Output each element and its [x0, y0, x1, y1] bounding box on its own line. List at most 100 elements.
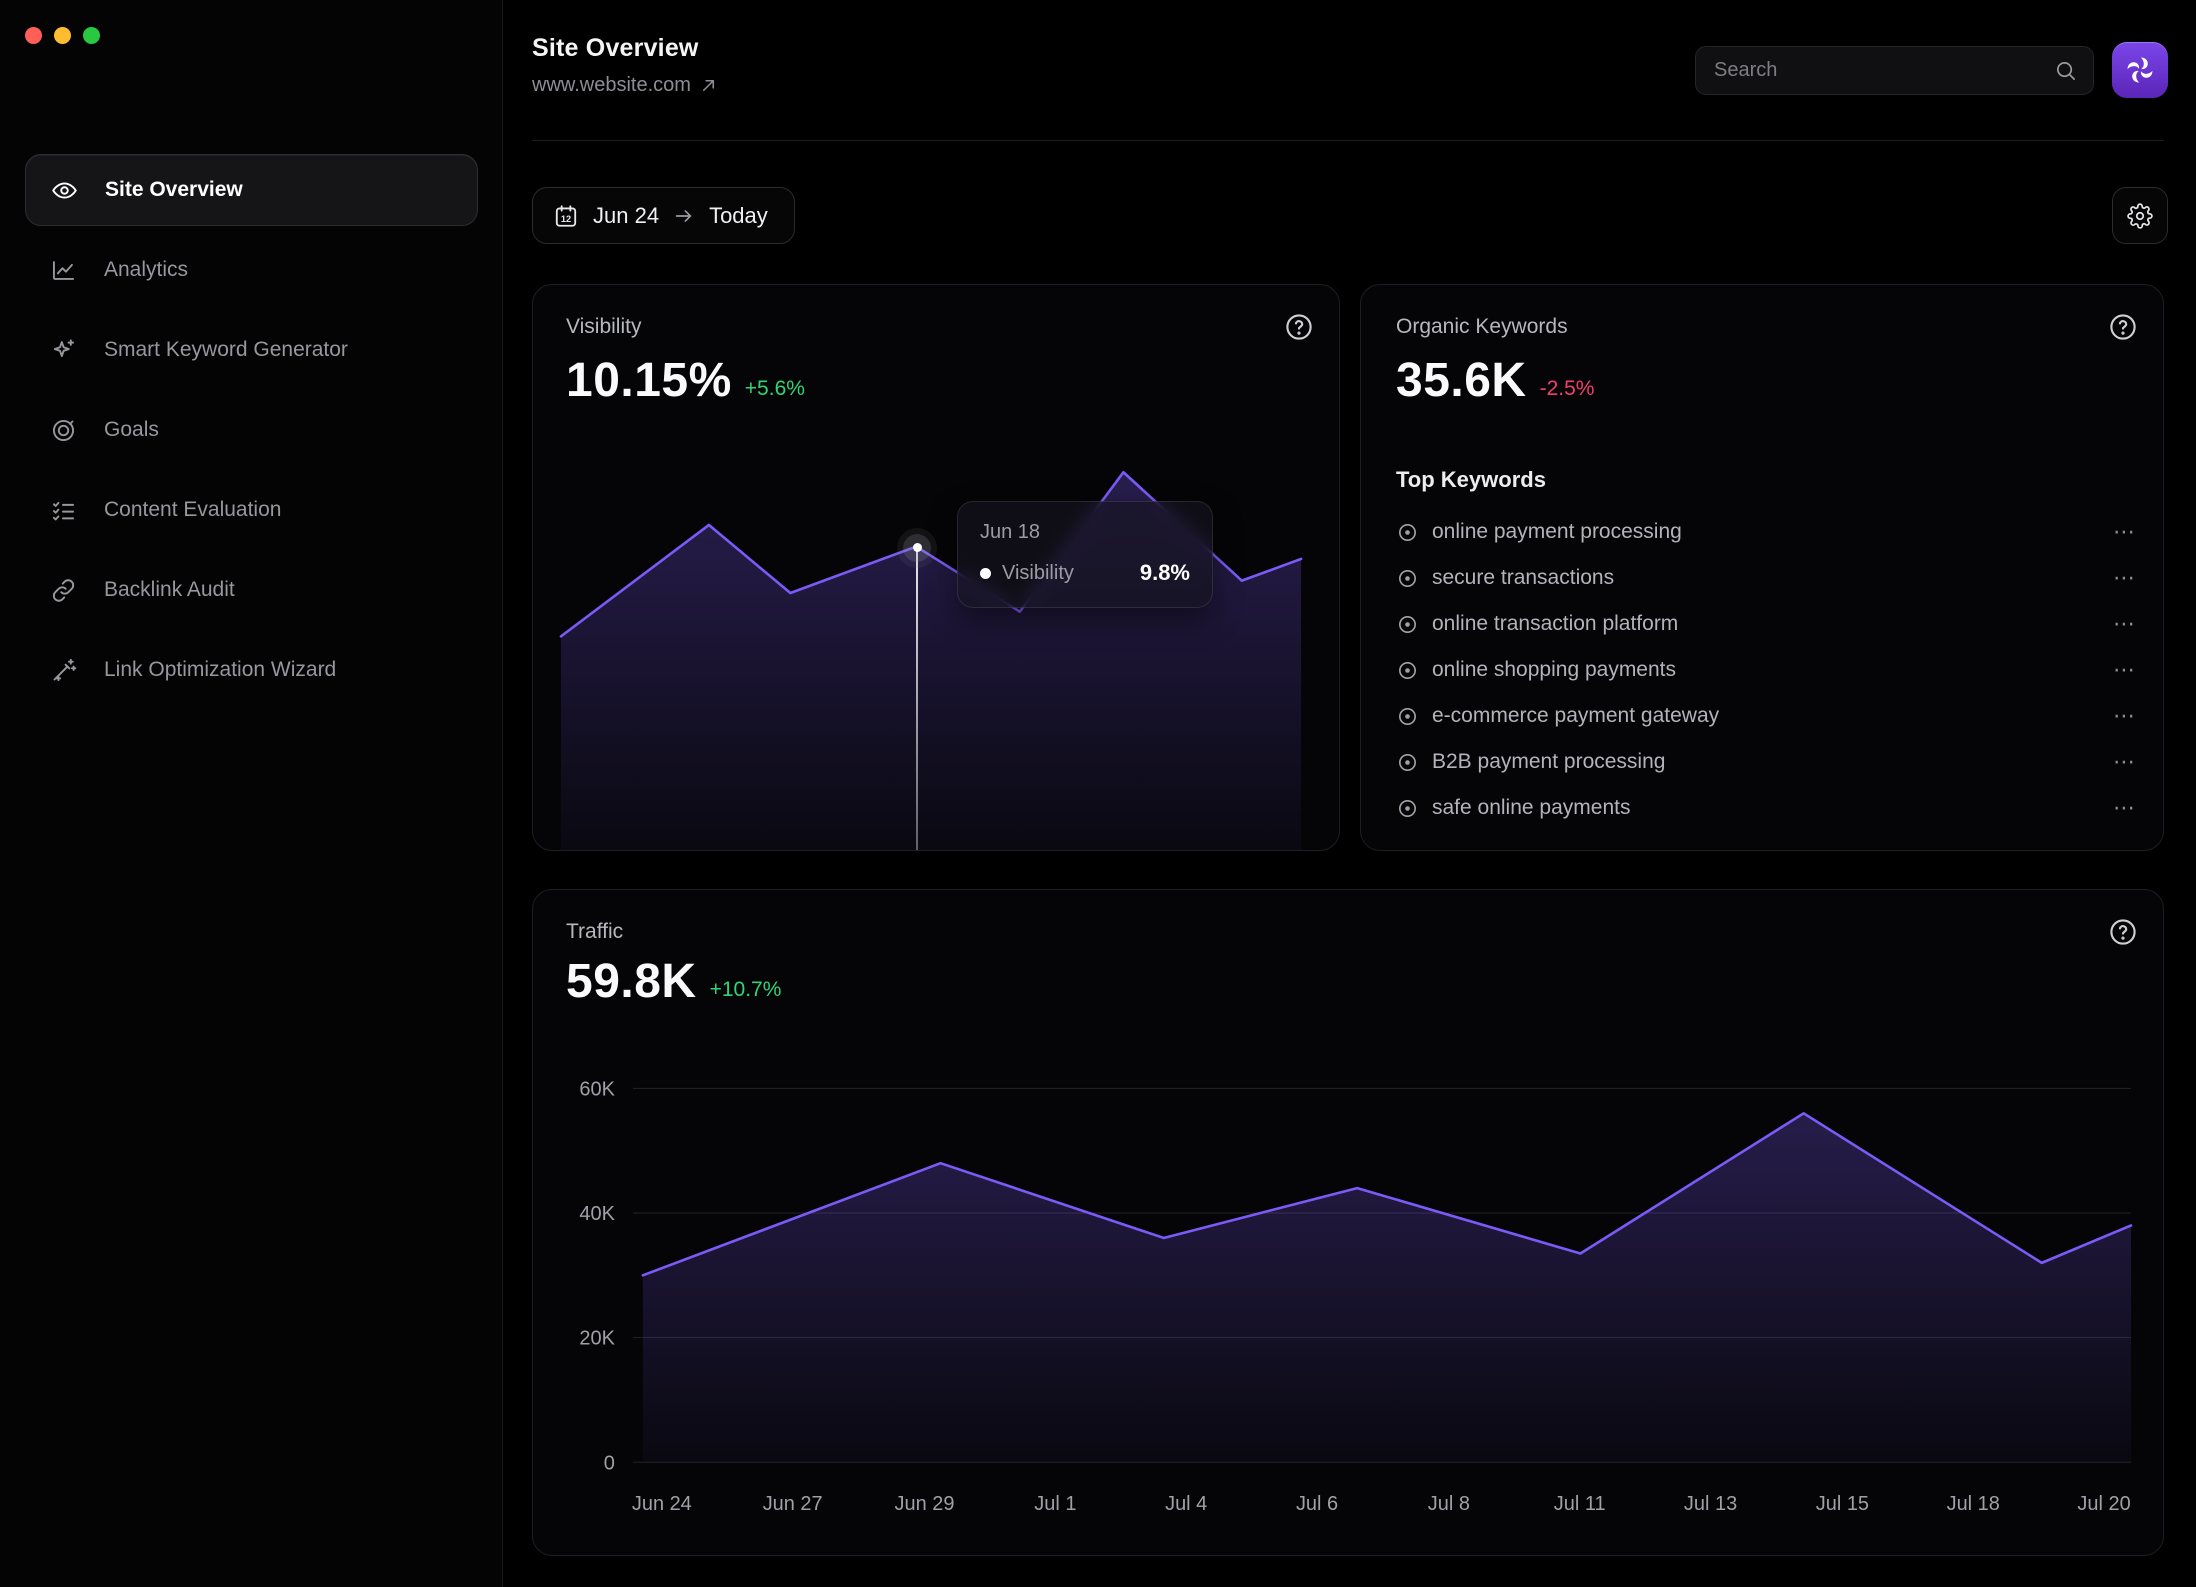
- sidebar-item-site-overview[interactable]: Site Overview: [25, 154, 478, 226]
- hover-crosshair-line: [916, 547, 918, 850]
- sidebar-item-label: Content Evaluation: [104, 498, 282, 521]
- hover-point-marker: [903, 533, 932, 562]
- traffic-area-fill: [642, 1113, 2132, 1463]
- x-tick-label: Jun 27: [763, 1493, 823, 1515]
- sidebar-item-link-optimization-wizard[interactable]: Link Optimization Wizard: [25, 634, 478, 706]
- sidebar-item-analytics[interactable]: Analytics: [25, 234, 478, 306]
- zoom-window-button[interactable]: [83, 27, 100, 44]
- window-controls: [25, 27, 100, 44]
- tooltip-series-name: Visibility: [1002, 561, 1074, 584]
- visibility-kpi-delta: +5.6%: [744, 377, 805, 400]
- calendar-icon: 12: [555, 204, 577, 227]
- x-tick-label: Jul 6: [1296, 1493, 1338, 1515]
- more-options-icon[interactable]: ⋯: [2113, 703, 2137, 728]
- sidebar-item-content-evaluation[interactable]: Content Evaluation: [25, 474, 478, 546]
- minimize-window-button[interactable]: [54, 27, 71, 44]
- sidebar-item-label: Backlink Audit: [104, 578, 235, 601]
- settings-button[interactable]: [2112, 187, 2168, 244]
- keyword-target-icon: [1399, 799, 1416, 817]
- sidebar-item-label: Smart Keyword Generator: [104, 338, 348, 361]
- y-tick-label: 0: [604, 1452, 615, 1474]
- visibility-card-title: Visibility: [566, 315, 642, 338]
- more-options-icon[interactable]: ⋯: [2113, 519, 2137, 544]
- traffic-line: [641, 1112, 2133, 1277]
- visibility-card: Visibility 10.15% +5.6% Jun 18 Visibilit…: [532, 284, 1340, 851]
- keyword-row[interactable]: safe online payments ⋯: [1396, 785, 2137, 831]
- keyword-target-icon: [1399, 615, 1416, 633]
- sidebar-item-label: Link Optimization Wizard: [104, 658, 337, 681]
- more-options-icon[interactable]: ⋯: [2113, 749, 2137, 774]
- help-icon[interactable]: [1283, 311, 1315, 343]
- x-tick-label: Jul 8: [1428, 1493, 1470, 1515]
- visibility-kpi-row: 10.15% +5.6%: [566, 353, 805, 408]
- target-icon: [52, 419, 75, 441]
- date-range-picker[interactable]: 12 Jun 24 Today: [532, 187, 795, 244]
- x-tick-label: Jul 4: [1165, 1493, 1207, 1515]
- more-options-icon[interactable]: ⋯: [2113, 611, 2137, 636]
- pinwheel-logo-icon: [2127, 57, 2153, 83]
- keyword-row[interactable]: online transaction platform ⋯: [1396, 601, 2137, 647]
- keyword-row[interactable]: online shopping payments ⋯: [1396, 647, 2137, 693]
- y-tick-label: 20K: [579, 1328, 615, 1350]
- x-tick-label: Jul 1: [1034, 1493, 1076, 1515]
- tooltip-date: Jun 18: [980, 521, 1041, 543]
- keyword-row[interactable]: secure transactions ⋯: [1396, 555, 2137, 601]
- page-header: Site Overview www.website.com: [532, 34, 718, 97]
- external-link-icon: [702, 79, 714, 92]
- line-chart-icon: [52, 260, 75, 280]
- keyword-row[interactable]: B2B payment processing ⋯: [1396, 739, 2137, 785]
- arrow-right-icon: [675, 209, 692, 222]
- checklist-icon: [52, 501, 75, 520]
- sidebar-item-label: Goals: [104, 418, 159, 441]
- page-title: Site Overview: [532, 34, 699, 62]
- tooltip-series-row: Visibility 9.8%: [980, 560, 1190, 586]
- sidebar-item-smart-keyword-generator[interactable]: Smart Keyword Generator: [25, 314, 478, 386]
- keyword-target-icon: [1399, 753, 1416, 771]
- x-tick-label: Jun 24: [632, 1493, 692, 1515]
- organic-keywords-card: Organic Keywords 35.6K -2.5% Top Keyword…: [1360, 284, 2164, 851]
- sidebar-item-goals[interactable]: Goals: [25, 394, 478, 466]
- y-tick-label: 40K: [579, 1203, 615, 1225]
- keyword-target-icon: [1399, 523, 1416, 541]
- help-icon[interactable]: [2107, 311, 2139, 343]
- close-window-button[interactable]: [25, 27, 42, 44]
- more-options-icon[interactable]: ⋯: [2113, 565, 2137, 590]
- more-options-icon[interactable]: ⋯: [2113, 657, 2137, 682]
- date-start: Jun 24: [593, 202, 660, 228]
- x-tick-label: Jul 13: [1684, 1493, 1737, 1515]
- eye-icon: [52, 181, 77, 199]
- sidebar-item-label: Analytics: [104, 258, 189, 281]
- organic-kpi-row: 35.6K -2.5%: [1396, 353, 1594, 408]
- traffic-kpi-delta: +10.7%: [709, 978, 782, 1001]
- traffic-area-chart[interactable]: 60K 40K 20K 0 Jun 24 Jun 27 Jun 29 Jul 1…: [533, 890, 2163, 1555]
- x-tick-label: Jul 18: [1947, 1493, 2000, 1515]
- more-options-icon[interactable]: ⋯: [2113, 795, 2137, 820]
- svg-text:12: 12: [561, 213, 571, 223]
- keyword-row[interactable]: e-commerce payment gateway ⋯: [1396, 693, 2137, 739]
- keyword-list: online payment processing ⋯ secure trans…: [1396, 509, 2137, 831]
- keyword-target-icon: [1399, 707, 1416, 725]
- search-box: [1695, 46, 2094, 95]
- y-tick-label: 60K: [579, 1078, 615, 1100]
- sidebar-item-backlink-audit[interactable]: Backlink Audit: [25, 554, 478, 626]
- visibility-kpi-value: 10.15%: [566, 354, 732, 407]
- keyword-target-icon: [1399, 569, 1416, 587]
- keyword-target-icon: [1399, 661, 1416, 679]
- keyword-row[interactable]: online payment processing ⋯: [1396, 509, 2137, 555]
- sparkle-icon: [53, 338, 75, 357]
- link-icon: [52, 578, 75, 602]
- search-input[interactable]: [1714, 59, 2054, 82]
- header-divider: [532, 140, 2164, 141]
- site-url-link[interactable]: www.website.com: [532, 74, 718, 97]
- wand-icon: [53, 658, 77, 681]
- traffic-kpi-row: 59.8K +10.7%: [566, 954, 781, 1009]
- traffic-kpi-value: 59.8K: [566, 955, 697, 1008]
- organic-kpi-value: 35.6K: [1396, 354, 1527, 407]
- sidebar: Site Overview Analytics Smart Keyword Ge…: [0, 0, 503, 1587]
- x-tick-label: Jul 11: [1554, 1493, 1606, 1515]
- organic-card-title: Organic Keywords: [1396, 315, 1568, 338]
- help-icon[interactable]: [2107, 916, 2139, 948]
- app-logo-button[interactable]: [2112, 42, 2168, 98]
- traffic-card-title: Traffic: [566, 920, 624, 943]
